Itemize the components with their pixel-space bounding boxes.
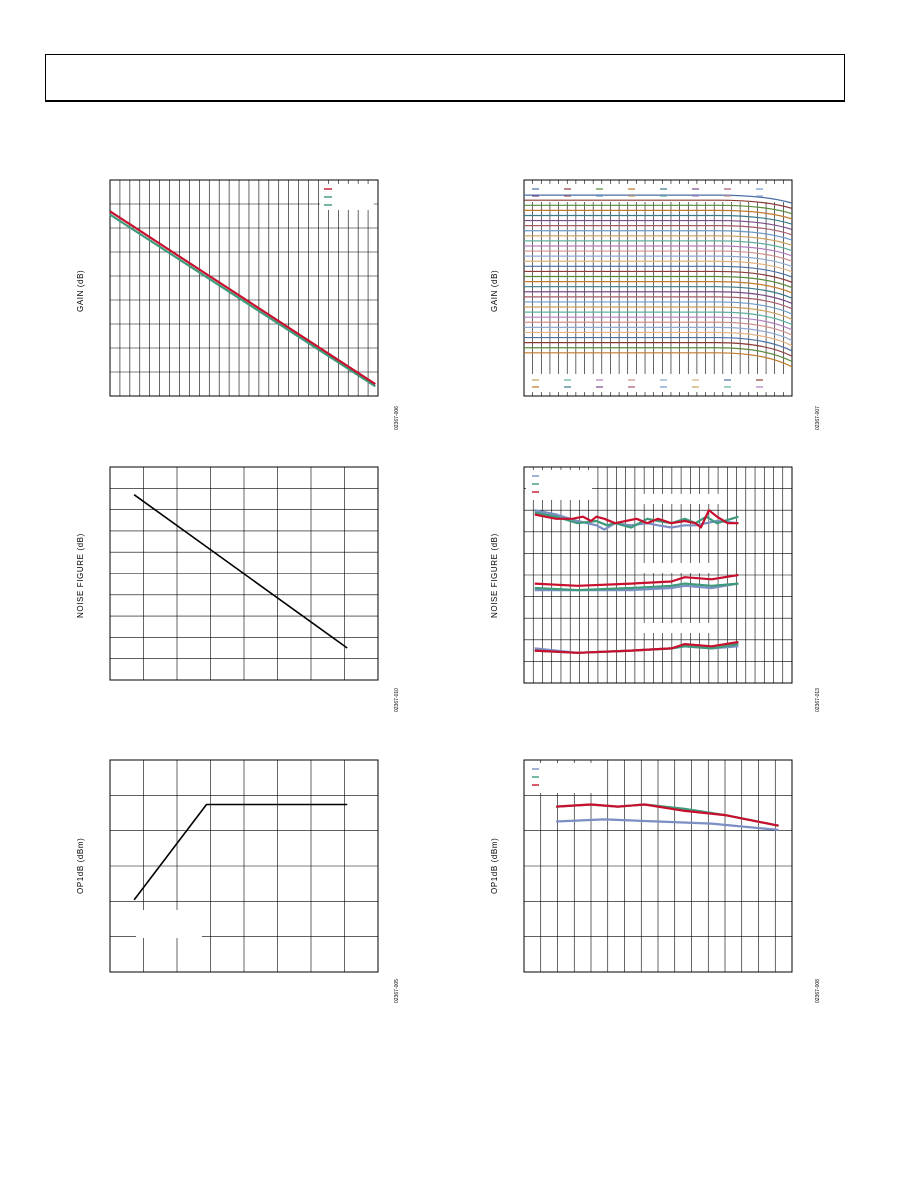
- gain-curve: [524, 321, 793, 336]
- gain-curve: [524, 209, 793, 220]
- series-line: [556, 818, 779, 832]
- annotation-box: [642, 563, 714, 573]
- legend-box: [526, 470, 592, 500]
- series-line: [556, 803, 779, 827]
- gain-curve: [524, 194, 793, 204]
- gain-curve: [524, 204, 793, 215]
- legend-box: [526, 763, 592, 793]
- gain-curve: [524, 260, 793, 273]
- series-line: [133, 494, 348, 649]
- gain-curve: [524, 286, 793, 299]
- gain-curve: [524, 301, 793, 315]
- header-box: [45, 54, 845, 102]
- annotation-box: [642, 623, 714, 633]
- gain-curve: [524, 245, 793, 257]
- gain-curve: [524, 336, 793, 352]
- plot-frame: [109, 179, 379, 397]
- ylabel-p6: OP1dB (dBm): [490, 837, 499, 894]
- gain-curve: [524, 331, 793, 347]
- gain-curve: [524, 347, 793, 363]
- gain-curve: [524, 235, 793, 246]
- gain-curve: [524, 291, 793, 304]
- gain-curve: [524, 214, 793, 225]
- gain-curve: [524, 265, 793, 278]
- gain-curve: [524, 199, 793, 209]
- gain-curve: [524, 230, 793, 241]
- gain-curve: [524, 250, 793, 262]
- gain-curve: [524, 280, 793, 294]
- gain-curve: [524, 311, 793, 326]
- plot-frame: [523, 179, 793, 397]
- gain-curve: [524, 326, 793, 341]
- series-line: [534, 582, 739, 592]
- gain-curve: [524, 255, 793, 268]
- annotation-box: [136, 910, 202, 938]
- gain-curve: [524, 352, 793, 368]
- series-line: [109, 210, 376, 386]
- series-line: [534, 573, 739, 587]
- gain-curve: [524, 296, 793, 310]
- series-line: [534, 509, 739, 529]
- gain-curve: [524, 240, 793, 252]
- gain-curve: [524, 316, 793, 331]
- figure-code-p6: 02367-008: [815, 979, 821, 1003]
- gain-curve: [524, 219, 793, 231]
- series-line: [534, 640, 739, 654]
- gain-curve: [524, 275, 793, 289]
- gain-curve: [524, 306, 793, 320]
- gain-curve: [524, 342, 793, 357]
- series-line: [133, 803, 348, 901]
- gain-curve: [524, 270, 793, 283]
- gain-curve: [524, 225, 793, 236]
- series-line: [109, 213, 376, 388]
- series-line: [534, 511, 739, 529]
- annotation-box: [642, 494, 720, 504]
